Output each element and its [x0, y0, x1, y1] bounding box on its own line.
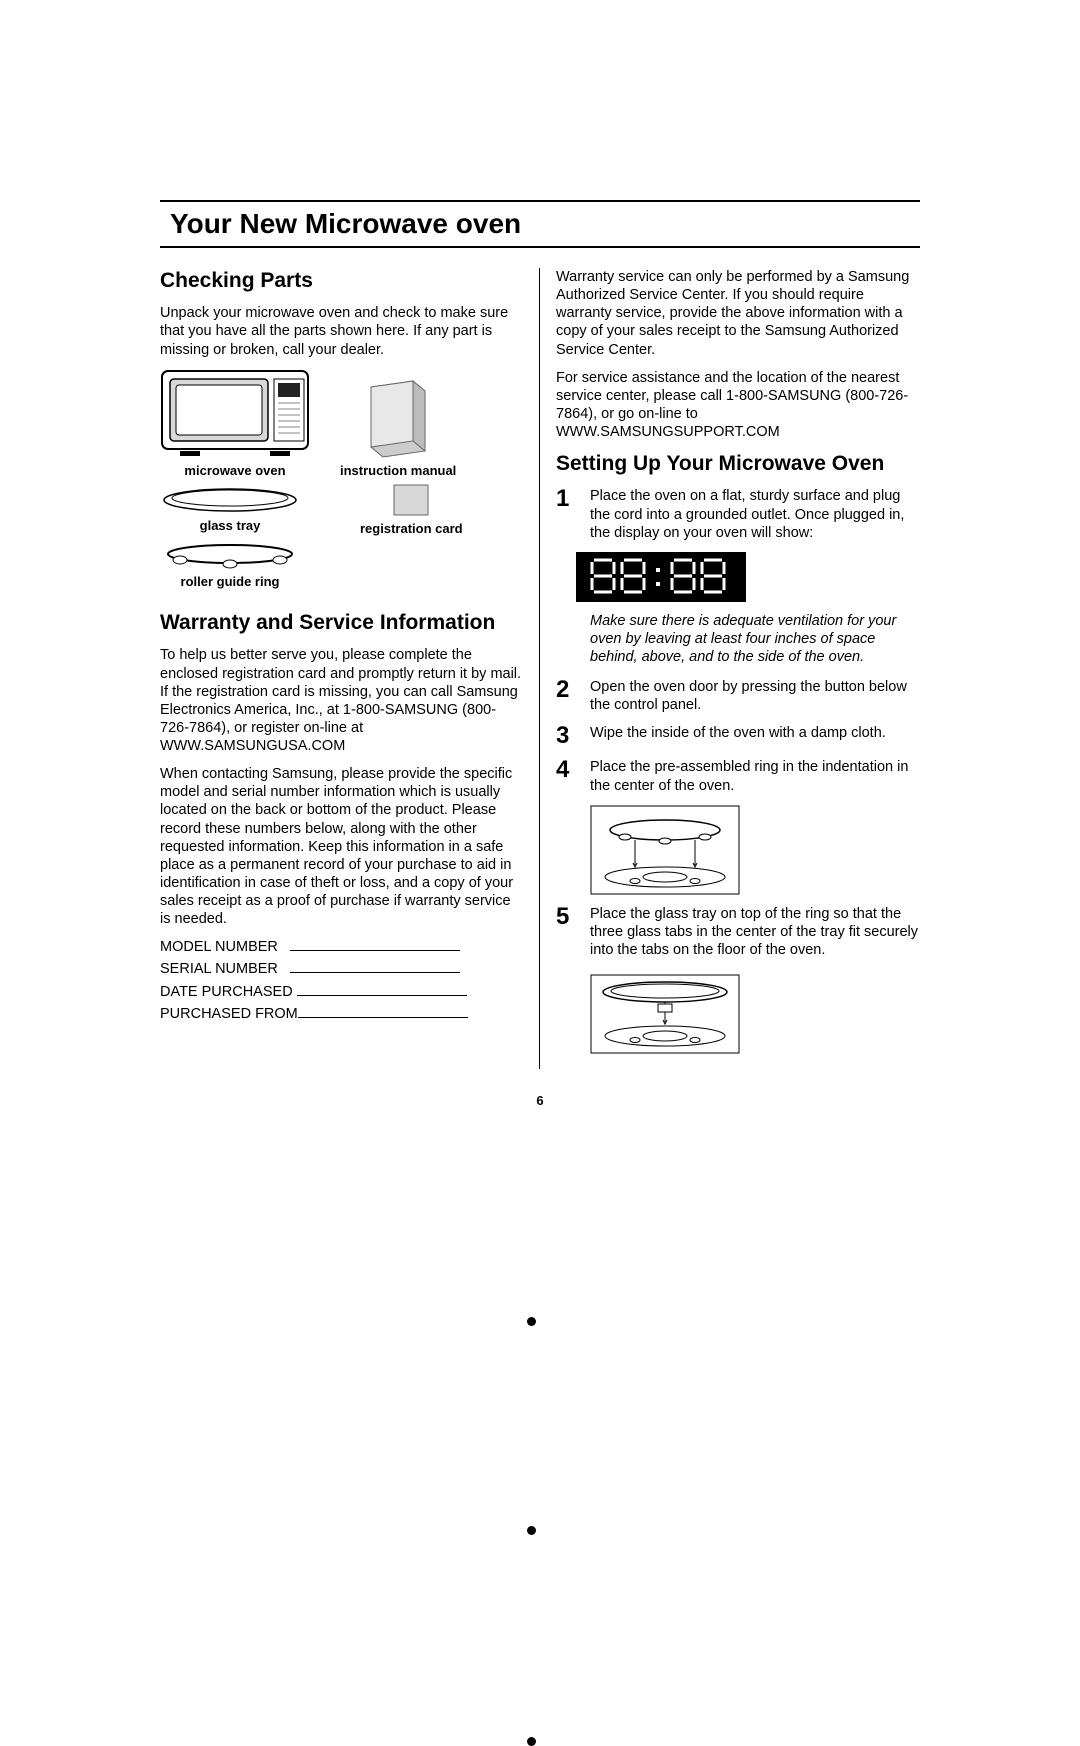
parts-row-3: roller guide ring	[160, 542, 523, 591]
page-title: Your New Microwave oven	[170, 208, 920, 240]
label: instruction manual	[340, 463, 456, 479]
card-icon	[392, 483, 430, 517]
step-number: 2	[556, 678, 576, 714]
title-bar: Your New Microwave oven	[160, 200, 920, 248]
step-text: Open the oven door by pressing the butto…	[590, 678, 920, 714]
dot-icon	[527, 1317, 536, 1326]
step-5: 5 Place the glass tray on top of the rin…	[556, 905, 920, 959]
left-column: Checking Parts Unpack your microwave ove…	[160, 268, 540, 1069]
step-text: Place the pre-assembled ring in the inde…	[590, 758, 920, 794]
step-text: Place the oven on a flat, sturdy surface…	[590, 487, 920, 541]
parts-row-2: glass tray registration card	[160, 483, 523, 538]
figure-glass-tray: glass tray	[160, 486, 300, 535]
label: microwave oven	[160, 463, 310, 479]
purchased-from-line: PURCHASED FROM	[160, 1005, 523, 1023]
blank-line	[290, 950, 460, 951]
step-number: 4	[556, 758, 576, 794]
paragraph: When contacting Samsung, please provide …	[160, 765, 523, 928]
step-text: Place the glass tray on top of the ring …	[590, 905, 920, 959]
figure-registration-card: registration card	[360, 483, 463, 538]
paragraph: For service assistance and the location …	[556, 369, 920, 442]
paragraph: Unpack your microwave oven and check to …	[160, 304, 523, 358]
label: registration card	[360, 521, 463, 537]
roller-ring-icon	[160, 542, 300, 570]
display-88-88-icon	[576, 552, 746, 602]
step-number: 1	[556, 487, 576, 541]
heading-warranty: Warranty and Service Information	[160, 610, 523, 636]
step-3: 3 Wipe the inside of the oven with a dam…	[556, 724, 920, 748]
parts-row-1: microwave oven instruction manual	[160, 369, 523, 480]
model-number-line: MODEL NUMBER	[160, 938, 523, 956]
paragraph: Warranty service can only be performed b…	[556, 268, 920, 359]
figure-microwave-oven: microwave oven	[160, 369, 310, 480]
tray-placement-icon	[590, 969, 740, 1059]
dot-icon	[527, 1526, 536, 1535]
figure-roller-ring: roller guide ring	[160, 542, 300, 591]
page-number: 6	[0, 1093, 1080, 1108]
label: roller guide ring	[160, 574, 300, 590]
step-4: 4 Place the pre-assembled ring in the in…	[556, 758, 920, 794]
figure-instruction-manual: instruction manual	[340, 379, 456, 480]
blank-line	[297, 995, 467, 996]
dot-icon	[527, 1737, 536, 1746]
date-purchased-line: DATE PURCHASED	[160, 983, 523, 1001]
step-1: 1 Place the oven on a flat, sturdy surfa…	[556, 487, 920, 541]
label: glass tray	[160, 518, 300, 534]
microwave-oven-icon	[160, 369, 310, 459]
step-2: 2 Open the oven door by pressing the but…	[556, 678, 920, 714]
content-columns: Checking Parts Unpack your microwave ove…	[160, 268, 920, 1069]
step-number: 3	[556, 724, 576, 748]
heading-setup: Setting Up Your Microwave Oven	[556, 451, 920, 477]
heading-checking-parts: Checking Parts	[160, 268, 523, 294]
ventilation-note: Make sure there is adequate ventilation …	[590, 612, 920, 666]
step-text: Wipe the inside of the oven with a damp …	[590, 724, 920, 748]
paragraph: To help us better serve you, please comp…	[160, 646, 523, 755]
ring-placement-icon	[590, 805, 740, 895]
right-column: Warranty service can only be performed b…	[540, 268, 920, 1069]
serial-number-line: SERIAL NUMBER	[160, 960, 523, 978]
glass-tray-icon	[160, 486, 300, 514]
blank-line	[290, 972, 460, 973]
step-number: 5	[556, 905, 576, 959]
blank-line	[298, 1017, 468, 1018]
book-icon	[363, 379, 433, 459]
